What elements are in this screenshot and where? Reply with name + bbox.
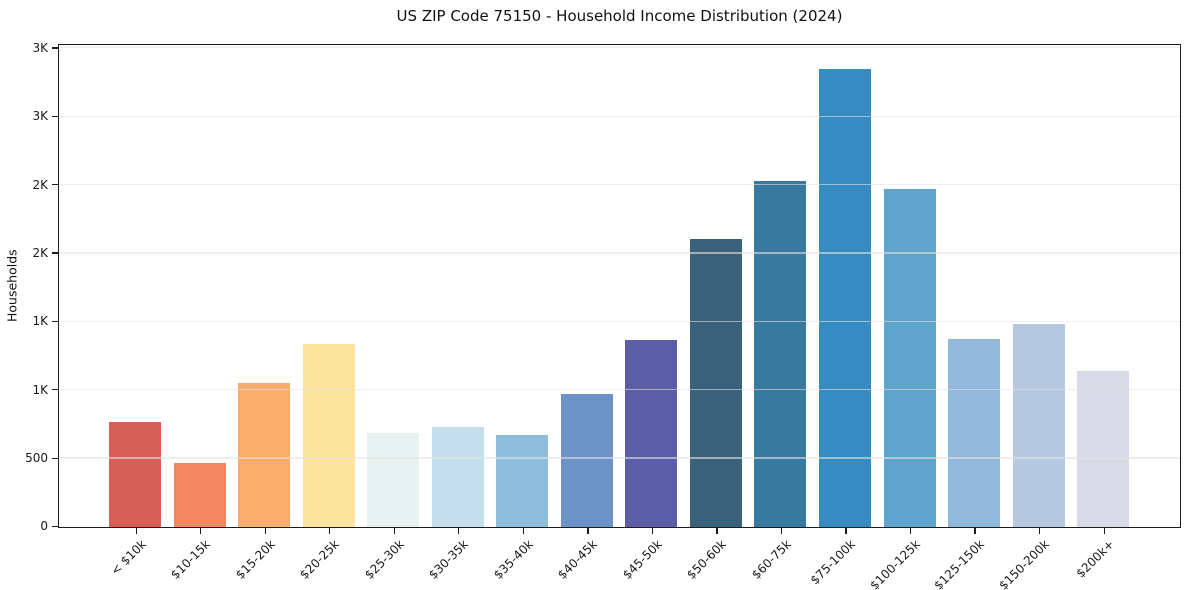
- bar-1: [173, 463, 226, 527]
- y-tick-mark: [52, 184, 58, 186]
- bar-6: [496, 434, 549, 527]
- y-tick-mark: [52, 389, 58, 391]
- gridline: [59, 320, 1180, 322]
- bar-11: [818, 68, 871, 527]
- x-tick-mark: [200, 528, 202, 534]
- x-tick-mark: [458, 528, 460, 534]
- bar-5: [431, 427, 484, 527]
- bar-4: [367, 432, 420, 527]
- bar-3: [302, 344, 355, 527]
- bar-14: [1012, 323, 1065, 527]
- y-tick-label: 1K: [32, 382, 48, 397]
- plot-area: [58, 44, 1181, 528]
- y-tick-label: 2K: [32, 177, 48, 192]
- x-tick-mark: [716, 528, 718, 534]
- y-tick-label: 0: [40, 519, 48, 534]
- chart-title: US ZIP Code 75150 - Household Income Dis…: [396, 7, 843, 25]
- gridline: [59, 115, 1180, 117]
- y-tick-mark: [52, 115, 58, 118]
- bar-10: [754, 181, 807, 527]
- bar-2: [238, 383, 291, 527]
- y-tick-label: 3K: [32, 40, 48, 55]
- x-tick-mark: [845, 528, 847, 534]
- x-tick-mark: [587, 528, 589, 534]
- x-tick-mark: [522, 528, 524, 534]
- x-tick-mark: [264, 528, 266, 534]
- bar-9: [689, 238, 742, 527]
- x-tick-mark: [780, 528, 783, 534]
- y-tick-label: 1K: [32, 314, 48, 329]
- x-tick-mark: [1038, 528, 1041, 534]
- y-tick-mark: [52, 47, 58, 49]
- y-tick-mark: [52, 252, 58, 254]
- x-tick-mark: [1103, 528, 1105, 534]
- gridline: [59, 457, 1180, 459]
- bar-13: [948, 339, 1001, 527]
- y-tick-label: 3K: [32, 109, 48, 124]
- x-tick-mark: [135, 528, 137, 534]
- bar-0: [109, 421, 162, 527]
- y-tick-label: 500: [25, 451, 48, 466]
- gridline: [59, 252, 1180, 254]
- gridline: [59, 184, 1180, 186]
- bar-15: [1077, 371, 1130, 527]
- y-tick-mark: [52, 457, 58, 459]
- bar-8: [625, 339, 678, 527]
- x-tick-mark: [909, 528, 912, 534]
- gridline: [59, 389, 1180, 391]
- y-tick-mark: [52, 320, 58, 323]
- x-tick-mark: [329, 528, 331, 534]
- bar-7: [560, 393, 613, 527]
- y-tick-mark: [52, 525, 58, 528]
- bar-12: [883, 189, 936, 527]
- x-tick-mark: [974, 528, 976, 534]
- x-tick-mark: [651, 528, 654, 534]
- gridline: [59, 47, 1180, 49]
- x-tick-mark: [393, 528, 395, 534]
- x-tick-label: < $10k: [107, 537, 149, 578]
- y-tick-label: 2K: [32, 245, 48, 260]
